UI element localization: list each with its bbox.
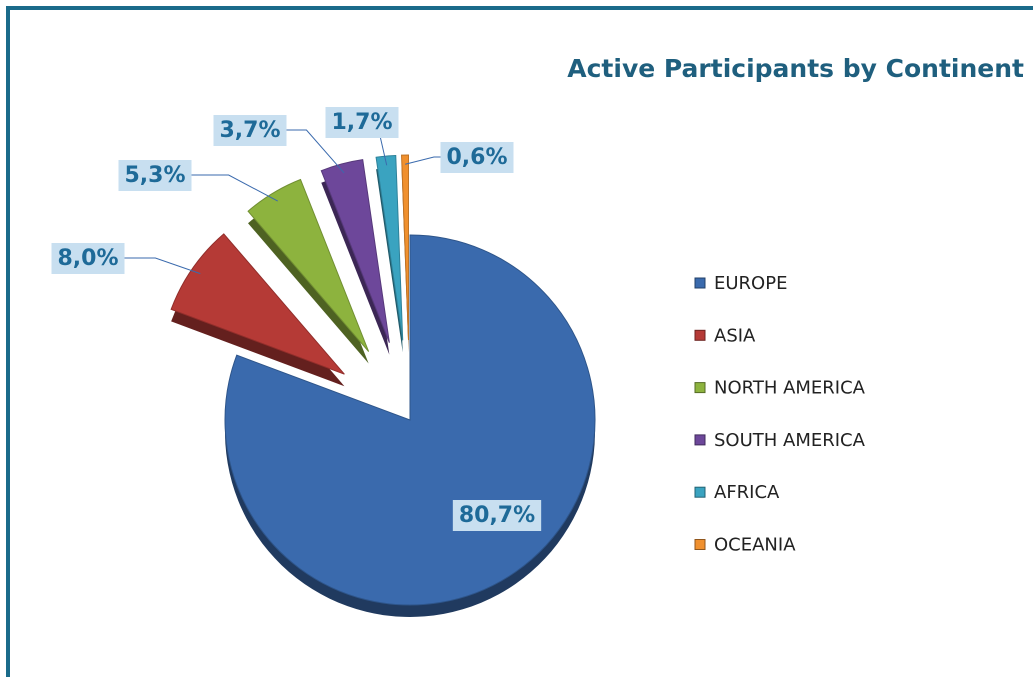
legend-swatch [694, 434, 706, 446]
slice-side [321, 171, 390, 355]
legend-swatch [694, 382, 706, 394]
data-label: 0,6% [446, 145, 507, 170]
slice [320, 159, 390, 343]
slice [170, 233, 345, 375]
data-label-box [118, 160, 192, 191]
legend-label: AFRICA [714, 482, 780, 503]
legend-swatch [694, 539, 706, 550]
data-label: 1,7% [331, 110, 392, 135]
frame [6, 6, 1033, 677]
data-label-box [440, 142, 514, 173]
data-label-box [325, 107, 399, 138]
legend-label: SOUTH AMERICA [714, 430, 866, 451]
data-label-box [51, 243, 125, 274]
data-label: 8,0% [57, 246, 118, 271]
data-label: 5,3% [124, 163, 185, 188]
slice [247, 178, 370, 352]
data-label-box [213, 115, 287, 146]
data-label-box [452, 500, 542, 531]
legend-label: OCEANIA [714, 535, 796, 556]
legend-label: NORTH AMERICA [714, 378, 866, 399]
legend-swatch [694, 277, 706, 289]
legend-swatch [694, 486, 706, 498]
slice [375, 154, 404, 341]
data-label: 80,7% [459, 503, 535, 528]
legend-swatch [694, 329, 706, 341]
chart-title: Active Participants by Continent [567, 54, 1024, 83]
legend-label: ASIA [714, 325, 756, 346]
data-label: 3,7% [219, 118, 280, 143]
slice [401, 154, 409, 341]
legend-label: EUROPE [714, 273, 787, 294]
